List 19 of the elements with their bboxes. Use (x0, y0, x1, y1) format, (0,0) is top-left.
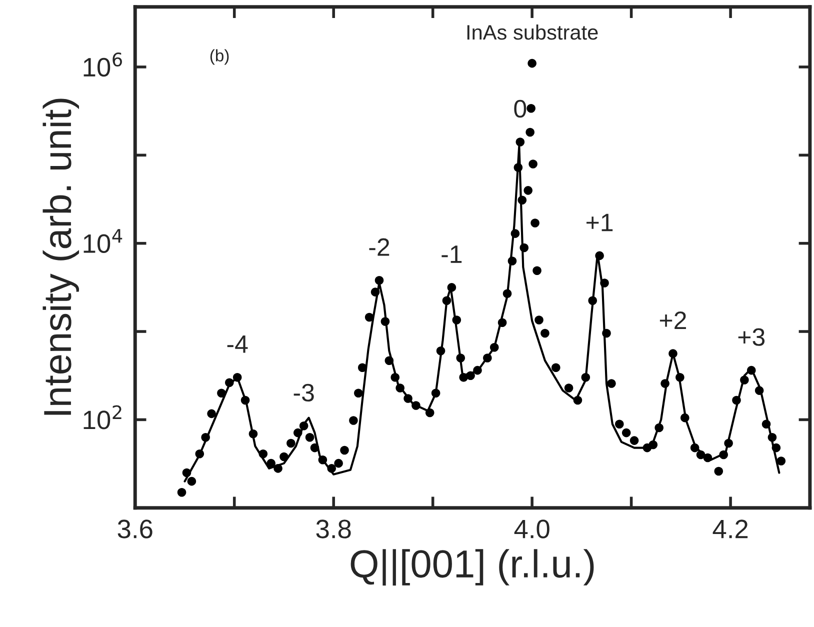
annotation: InAs substrate (467, 24, 598, 40)
y-tick-label: 10$^{4}$ (84, 229, 122, 253)
x-tick-label: 4.0 (514, 520, 550, 538)
annotation: -3 (294, 384, 314, 402)
annotation: -2 (369, 238, 390, 256)
annotation: (b) (210, 49, 229, 65)
y-tick-label: 10$^{2}$ (84, 405, 122, 430)
annotation: 0 (514, 100, 526, 118)
y-axis-title: Intensity (arb. unit) (42, 98, 80, 415)
y-tick-label: 10$^{6}$ (84, 52, 122, 77)
x-tick-label: 3.6 (118, 520, 152, 538)
x-tick-label: 4.2 (712, 520, 748, 538)
x-axis-title: Q||[001] (r.l.u.) (350, 549, 594, 586)
annotation: +2 (660, 311, 686, 329)
x-tick-label: 3.8 (316, 520, 351, 538)
annotation: +1 (586, 214, 613, 232)
annotation: -1 (442, 246, 462, 263)
annotation: +3 (738, 328, 765, 346)
annotation: -4 (227, 336, 248, 353)
